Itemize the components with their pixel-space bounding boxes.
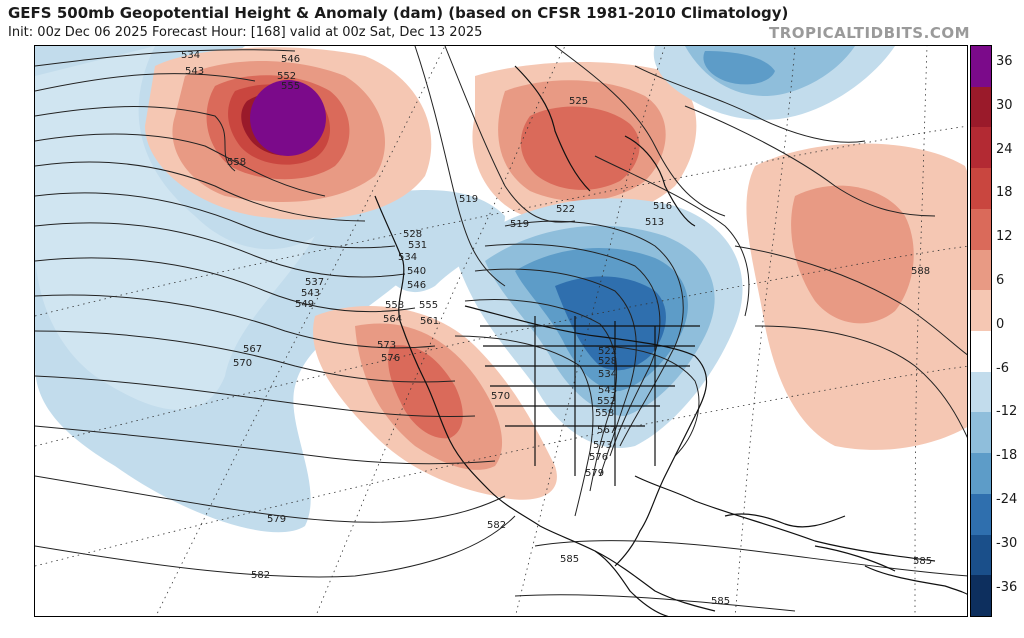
map-graphic: 534 543 546 552 555 558 525 519 519 522 … [35,46,967,616]
contour-label: 585 [711,596,730,607]
colorbar-segment [971,168,991,210]
contour-label: 555 [419,300,438,311]
contour-label: 558 [227,157,246,168]
contour-label: 573 [593,440,612,451]
colorbar-label: 36 [996,54,1013,69]
contour-label: 519 [459,194,478,205]
contour-label: 561 [420,316,439,327]
contour-label: 513 [645,217,664,228]
contour-label: 549 [295,299,314,310]
colorbar [970,45,992,617]
colorbar-segment [971,371,991,413]
anomaly-shading [35,46,967,533]
contour-labels: 534 543 546 552 555 558 525 519 519 522 … [181,50,932,607]
contour-label: 546 [281,54,300,65]
contour-label: 546 [407,280,426,291]
colorbar-segment [971,412,991,454]
contour-label: 567 [597,425,616,436]
colorbar-segment [971,127,991,169]
colorbar-segment [971,534,991,576]
colorbar-label: 12 [996,229,1013,245]
colorbar-label: 24 [996,141,1013,157]
contour-label: 558 [595,408,614,419]
contour-label: 543 [598,385,617,396]
colorbar-label: 30 [996,97,1013,113]
colorbar-label: -18 [996,448,1018,464]
contour-label: 522 [556,204,575,215]
colorbar-label: -30 [996,535,1018,551]
contour-label: 534 [398,252,417,263]
coastlines [374,65,967,616]
contour-label: 579 [585,468,604,479]
contour-label: 552 [277,71,296,82]
contour-label: 582 [251,570,270,581]
contour-label: 585 [913,556,932,567]
contour-label: 528 [403,229,422,240]
colorbar-segment [971,208,991,251]
contour-label: 534 [181,50,200,61]
height-contours [35,46,967,612]
colorbar-label: 0 [996,316,1005,332]
contour-label: 573 [377,340,396,351]
contour-label: 540 [407,266,426,277]
contour-label: 585 [560,554,579,565]
colorbar-segment [971,493,991,536]
contour-label: 555 [281,81,300,92]
colorbar-segment [971,453,991,495]
colorbar-segment [971,290,991,332]
contour-label: 519 [510,219,529,230]
contour-label: 534 [598,369,617,380]
colorbar-label: 18 [996,185,1013,201]
contour-label: 567 [243,344,262,355]
contour-label: 525 [569,96,588,107]
chart-title: GEFS 500mb Geopotential Height & Anomaly… [8,4,789,22]
contour-label: 543 [185,66,204,77]
contour-label: 576 [381,353,400,364]
contour-label: 528 [598,356,617,367]
colorbar-label: -12 [996,404,1018,420]
contour-label: 570 [233,358,252,369]
contour-label: 516 [653,201,672,212]
contour-label: 543 [301,288,320,299]
contour-label: 570 [491,391,510,402]
contour-label: 588 [911,266,930,277]
colorbar-segment [971,249,991,291]
contour-label: 537 [305,277,324,288]
contour-label: 552 [597,396,616,407]
colorbar-segment [971,46,991,88]
brand-watermark[interactable]: TROPICALTIDBITS.COM [769,24,970,42]
contour-label: 558 [385,300,404,311]
colorbar-label: -36 [996,579,1018,595]
colorbar-segment [971,575,991,617]
map-panel: 534 543 546 552 555 558 525 519 519 522 … [34,45,968,617]
colorbar-segment [971,86,991,128]
colorbar-label: -6 [996,360,1009,376]
graticule [35,46,967,616]
colorbar-label: 6 [996,273,1005,288]
contour-label: 522 [598,346,617,357]
colorbar-segment [971,331,991,373]
colorbar-label: -24 [996,492,1018,507]
contour-label: 531 [408,240,427,251]
contour-label: 582 [487,520,506,531]
contour-label: 576 [589,452,608,463]
chart-subtitle: Init: 00z Dec 06 2025 Forecast Hour: [16… [8,25,483,40]
contour-label: 579 [267,514,286,525]
contour-label: 564 [383,314,402,325]
